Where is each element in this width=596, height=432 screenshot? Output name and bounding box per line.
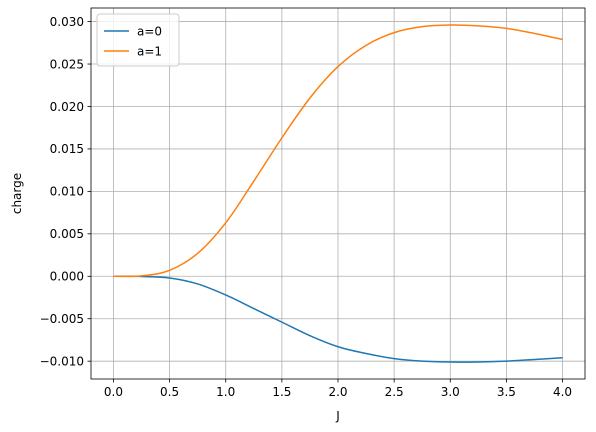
y-tick-label: 0.010 <box>50 185 84 199</box>
legend: a=0 a=1 <box>96 13 180 67</box>
y-tick-label: 0.005 <box>50 227 84 241</box>
series-layer <box>113 24 563 363</box>
series-line-a0 <box>113 275 563 363</box>
x-tick-label: 4.0 <box>553 385 572 399</box>
x-tick-label: 1.5 <box>272 385 291 399</box>
x-tick-label: 2.5 <box>385 385 404 399</box>
y-tick-label: 0.015 <box>50 142 84 156</box>
y-tick-label: 0.000 <box>50 270 84 284</box>
x-tick-label: 0.5 <box>160 385 179 399</box>
y-axis-ticks: −0.010 −0.005 0.000 0.005 0.010 0.015 0.020 0.0… <box>40 15 91 368</box>
legend-box <box>96 13 180 67</box>
y-tick-label: −0.005 <box>40 312 84 326</box>
x-tick-label: 3.5 <box>497 385 516 399</box>
x-tick-label: 1.0 <box>216 385 235 399</box>
y-tick-label: 0.020 <box>50 100 84 114</box>
x-tick-label: 3.0 <box>441 385 460 399</box>
y-axis-label: charge <box>10 173 24 214</box>
legend-label-a1: a=1 <box>137 44 162 58</box>
y-tick-label: −0.010 <box>40 354 84 368</box>
series-line-a1 <box>113 24 563 278</box>
y-tick-label: 0.025 <box>50 57 84 71</box>
x-tick-label: 0.0 <box>104 385 123 399</box>
legend-label-a0: a=0 <box>137 24 162 38</box>
x-axis-label: J <box>335 409 340 423</box>
y-tick-label: 0.030 <box>50 15 84 29</box>
x-tick-label: 2.0 <box>328 385 347 399</box>
x-axis-ticks: 0.0 0.5 1.0 1.5 2.0 2.5 3.0 3.5 4.0 <box>104 379 572 399</box>
